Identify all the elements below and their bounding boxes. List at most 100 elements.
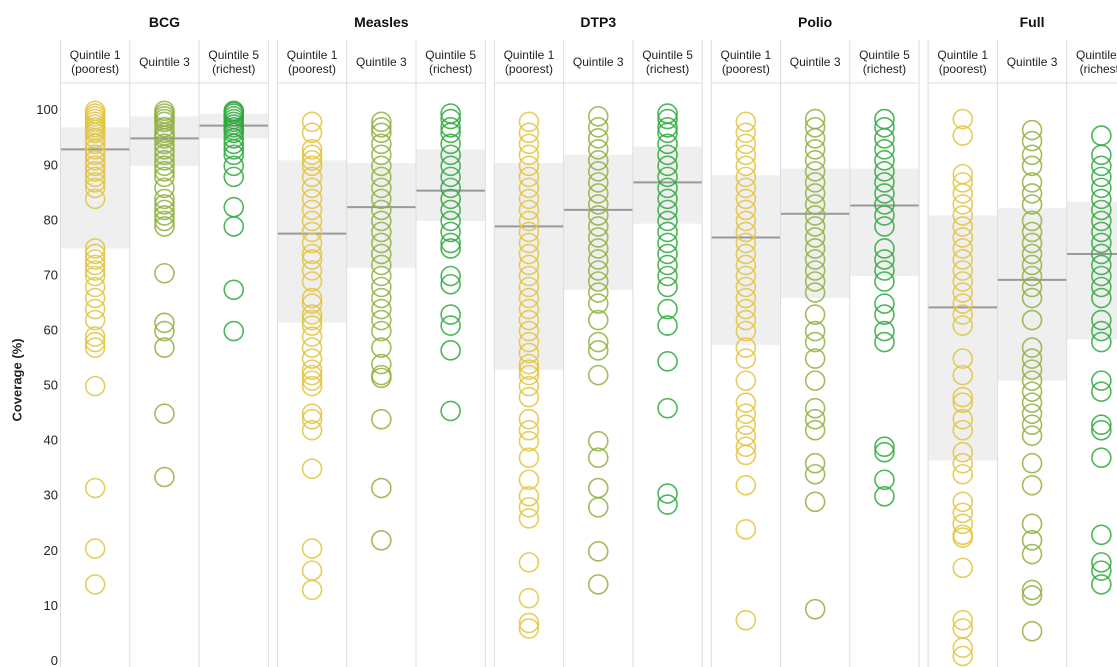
point [804, 172, 826, 193]
point [952, 386, 974, 408]
strip-header: Quintile 5 (richest) [1075, 47, 1117, 76]
point [440, 144, 461, 166]
point [518, 199, 540, 221]
point [804, 408, 826, 430]
point [223, 144, 245, 166]
point [804, 419, 826, 441]
point [440, 273, 461, 295]
point [1021, 370, 1043, 391]
point [952, 282, 974, 303]
point [1091, 381, 1112, 402]
point [587, 216, 609, 237]
point [154, 199, 175, 221]
point [804, 249, 826, 270]
point [1021, 414, 1043, 435]
point [1091, 210, 1112, 232]
iqr-band [711, 175, 781, 345]
point [1091, 155, 1112, 177]
point [1091, 166, 1112, 188]
point [301, 144, 323, 166]
point [874, 485, 895, 507]
point [874, 216, 895, 237]
point [952, 364, 974, 386]
point [518, 243, 540, 265]
point [735, 133, 757, 155]
point [1091, 309, 1112, 331]
point [301, 304, 323, 325]
point [1091, 419, 1112, 441]
point [804, 491, 826, 513]
point [735, 298, 757, 320]
strip-header: Quintile 1 (poorest) [503, 47, 555, 76]
point [518, 419, 540, 441]
point [1021, 276, 1043, 298]
point [587, 205, 609, 226]
point [735, 519, 757, 540]
point [301, 221, 323, 243]
point [440, 238, 461, 259]
point [587, 293, 609, 314]
point [371, 122, 392, 144]
point [301, 579, 323, 601]
point [1091, 276, 1112, 298]
point [154, 312, 175, 334]
point [587, 260, 609, 281]
point [301, 403, 323, 424]
point [1091, 287, 1112, 309]
point [371, 309, 392, 331]
point [657, 117, 678, 138]
point [587, 150, 609, 171]
point [301, 408, 323, 430]
point [735, 243, 757, 265]
point [874, 117, 895, 138]
point [301, 419, 323, 441]
point [301, 188, 323, 210]
point [1021, 183, 1043, 204]
point [874, 331, 895, 353]
point [371, 254, 392, 276]
point [874, 469, 895, 491]
point [371, 530, 392, 551]
point [952, 392, 974, 413]
point [518, 210, 540, 232]
point [952, 183, 974, 204]
point [518, 469, 540, 491]
point [735, 210, 757, 232]
point [587, 447, 609, 469]
point [657, 166, 678, 188]
point [440, 166, 461, 188]
point [1021, 119, 1043, 141]
point [371, 320, 392, 342]
point [154, 139, 175, 160]
point [952, 618, 974, 639]
point [1091, 177, 1112, 199]
point [657, 155, 678, 177]
iqr-band [997, 208, 1067, 381]
point [223, 320, 245, 342]
point [84, 150, 106, 171]
point [657, 483, 678, 504]
point [518, 386, 540, 408]
point [301, 271, 323, 292]
point [371, 243, 392, 265]
point [874, 238, 895, 259]
point [154, 144, 175, 166]
y-tick-label: 40 [44, 433, 58, 448]
point [952, 463, 974, 485]
point [518, 612, 540, 634]
point [804, 227, 826, 248]
point [223, 128, 245, 149]
point [301, 337, 323, 358]
point [804, 238, 826, 259]
y-tick-label: 70 [44, 267, 58, 282]
point [1091, 144, 1112, 166]
strip-header: Quintile 1 (poorest) [937, 47, 989, 76]
point [587, 496, 609, 518]
point [84, 172, 106, 193]
point [84, 260, 106, 281]
point [84, 287, 106, 309]
point [223, 279, 245, 301]
point [371, 117, 392, 138]
point [440, 221, 461, 243]
point [587, 139, 609, 160]
